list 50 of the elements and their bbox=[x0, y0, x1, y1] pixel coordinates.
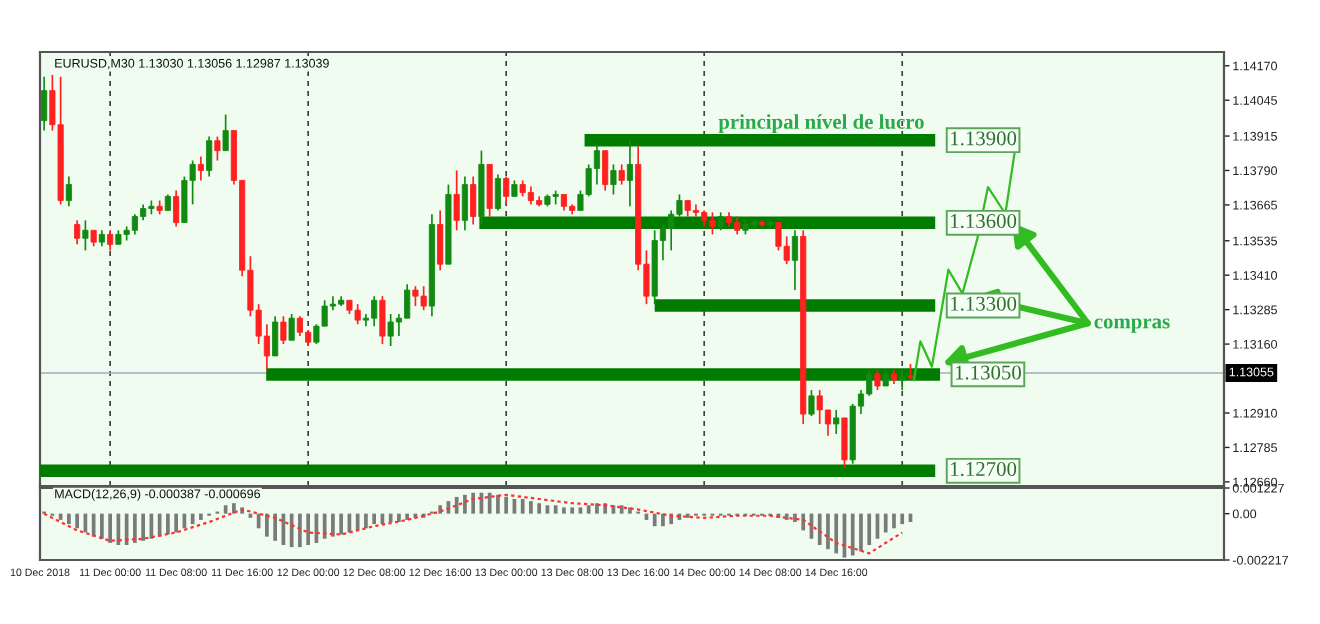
annotation: 1.13300 bbox=[951, 296, 1017, 311]
candlestick bbox=[404, 283, 411, 320]
candlestick bbox=[420, 285, 427, 312]
candlestick bbox=[280, 315, 287, 345]
candlestick bbox=[461, 175, 468, 232]
candlestick bbox=[899, 369, 906, 391]
candlestick bbox=[197, 155, 204, 182]
candlestick bbox=[503, 175, 510, 206]
candlestick bbox=[296, 315, 303, 337]
candlestick bbox=[131, 213, 138, 236]
candlestick bbox=[874, 369, 881, 391]
candlestick bbox=[379, 295, 386, 345]
annotation: 1.13050 bbox=[955, 365, 1021, 380]
candlestick bbox=[709, 211, 716, 236]
candlestick bbox=[412, 285, 419, 307]
candlestick bbox=[833, 409, 840, 435]
candlestick bbox=[816, 389, 823, 425]
candlestick bbox=[791, 229, 799, 291]
annotation: compras bbox=[1094, 318, 1170, 333]
candlestick bbox=[74, 219, 81, 246]
candlestick bbox=[618, 163, 625, 186]
candlestick bbox=[41, 75, 48, 132]
candlestick bbox=[206, 135, 213, 178]
candlestick bbox=[808, 389, 815, 417]
candlestick bbox=[272, 315, 279, 357]
candlestick bbox=[82, 219, 89, 252]
line-series bbox=[43, 493, 904, 555]
candlestick bbox=[387, 313, 394, 347]
annotation: 1.13600 bbox=[951, 214, 1017, 229]
annotation: 1.13900 bbox=[951, 131, 1017, 146]
candlestick bbox=[437, 209, 444, 272]
candlestick bbox=[692, 203, 699, 218]
annotation: 1.12700 bbox=[951, 462, 1017, 477]
candlestick bbox=[841, 417, 848, 469]
candlestick bbox=[494, 173, 501, 212]
candlestick bbox=[486, 163, 493, 218]
candlestick bbox=[65, 175, 72, 208]
candlestick bbox=[107, 229, 114, 252]
candlestick bbox=[288, 313, 295, 342]
candlestick bbox=[626, 139, 633, 208]
candlestick bbox=[602, 149, 609, 192]
candlestick bbox=[214, 135, 221, 162]
candlestick bbox=[354, 303, 361, 326]
annotation: principal nível de lucro bbox=[718, 114, 924, 134]
candlestick bbox=[222, 113, 229, 152]
candlestick bbox=[173, 189, 180, 228]
candlestick bbox=[453, 169, 460, 232]
candlestick bbox=[470, 175, 477, 226]
candlestick bbox=[610, 163, 617, 196]
candlestick bbox=[371, 295, 378, 328]
